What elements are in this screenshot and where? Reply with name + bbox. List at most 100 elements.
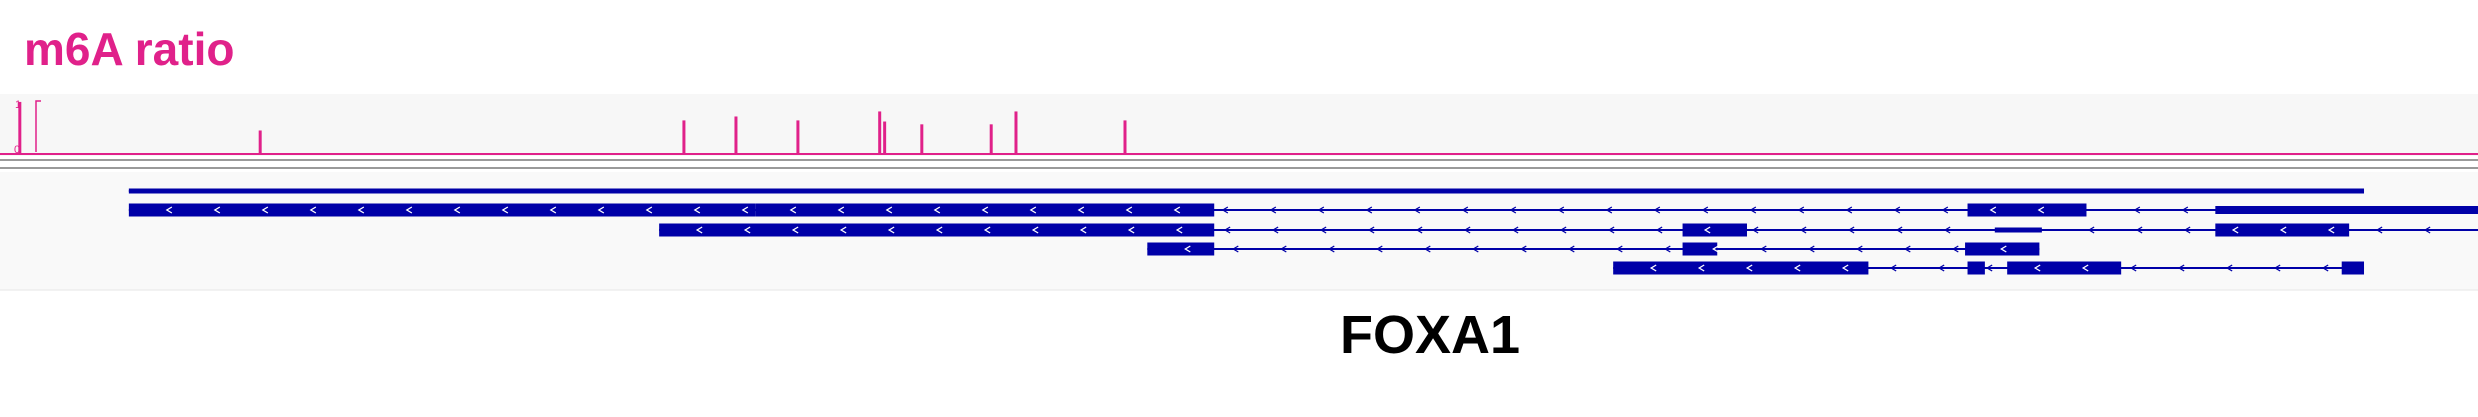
strand-arrow: [1463, 226, 1471, 234]
m6a-peaks: [18, 101, 1127, 154]
strand-arrow: [645, 206, 653, 214]
strand-arrow: [741, 206, 749, 214]
strand-arrow: [1173, 206, 1181, 214]
strand-arrow: [887, 226, 895, 234]
track-title: m6A ratio: [24, 23, 235, 75]
strand-arrow: [839, 226, 847, 234]
strand-arrow: [837, 206, 845, 214]
strand-arrow: [2183, 226, 2191, 234]
strand-arrow: [1664, 245, 1671, 253]
transcript: [128, 188, 2365, 194]
strand-arrow: [791, 226, 799, 234]
strand-arrow: [1424, 245, 1431, 253]
strand-arrow: [2231, 226, 2239, 234]
strand-arrow: [1847, 226, 1855, 234]
strand-arrow: [1376, 245, 1383, 253]
strand-arrow: [1941, 206, 1949, 214]
strand-arrow: [1175, 226, 1183, 234]
strand-arrow: [1943, 226, 1951, 234]
strand-arrow: [2225, 264, 2233, 272]
strand-arrow: [1125, 206, 1133, 214]
strand-arrow: [501, 206, 509, 214]
strand-arrow: [2087, 226, 2095, 234]
strand-arrow: [549, 206, 557, 214]
strand-arrow: [1271, 226, 1279, 234]
scale-max-label: 1: [15, 99, 21, 111]
strand-arrow: [695, 226, 703, 234]
exon: [128, 203, 756, 217]
strand-arrow: [1520, 245, 1527, 253]
strand-arrow: [1937, 264, 1945, 272]
strand-arrow: [2321, 264, 2329, 272]
strand-arrow: [1703, 226, 1711, 234]
strand-arrow: [2135, 226, 2143, 234]
strand-arrow: [357, 206, 365, 214]
strand-arrow: [1223, 226, 1231, 234]
exon: [1682, 223, 1747, 237]
strand-arrow: [1280, 245, 1287, 253]
strand-arrow: [2129, 264, 2137, 272]
exon: [1147, 242, 1215, 256]
strand-arrow: [1845, 206, 1853, 214]
strand-arrow: [1760, 245, 1767, 253]
strand-arrow: [1317, 206, 1325, 214]
strand-arrow: [1077, 206, 1085, 214]
exon: [1613, 261, 1869, 275]
strand-arrow: [261, 206, 269, 214]
exon: [1967, 203, 2087, 217]
strand-arrow: [1697, 264, 1705, 272]
strand-arrow: [2423, 226, 2431, 234]
exon: [755, 203, 1215, 217]
strand-arrow: [2181, 206, 2189, 214]
transcript: [659, 223, 2478, 237]
strand-arrow: [1367, 226, 1375, 234]
transcript: [1613, 261, 2365, 275]
strand-arrow: [1808, 245, 1815, 253]
scale-min-label: 0: [14, 144, 20, 156]
strand-arrow: [1509, 206, 1517, 214]
strand-arrow: [983, 226, 991, 234]
strand-arrow: [1856, 245, 1863, 253]
exon: [2007, 261, 2122, 275]
strand-arrow: [1745, 264, 1753, 272]
strand-arrow: [1841, 264, 1849, 272]
exon: [1967, 261, 1985, 275]
strand-arrow: [1269, 206, 1277, 214]
strand-arrow: [1184, 245, 1191, 253]
strand-arrow: [1568, 245, 1575, 253]
strand-arrow: [1793, 264, 1801, 272]
strand-arrow: [405, 206, 413, 214]
exon: [2341, 261, 2365, 275]
strand-arrow: [1904, 245, 1911, 253]
strand-arrow: [2177, 264, 2185, 272]
strand-arrow: [1655, 226, 1663, 234]
strand-arrow: [1712, 245, 1719, 253]
strand-arrow: [1607, 226, 1615, 234]
strand-arrow: [2081, 264, 2089, 272]
strand-arrow: [1797, 206, 1805, 214]
strand-arrow: [1511, 226, 1519, 234]
strand-arrow: [1557, 206, 1565, 214]
strand-arrow: [789, 206, 797, 214]
strand-arrow: [1365, 206, 1373, 214]
strand-arrow: [693, 206, 701, 214]
strand-arrow: [885, 206, 893, 214]
strand-arrow: [2133, 206, 2141, 214]
strand-arrow: [2000, 245, 2007, 253]
strand-arrow: [1889, 264, 1897, 272]
strand-arrow: [935, 226, 943, 234]
strand-arrow: [1616, 245, 1623, 253]
strand-arrow: [1751, 226, 1759, 234]
transcript: [128, 203, 2478, 217]
exon: [128, 188, 2365, 194]
strand-arrow: [1799, 226, 1807, 234]
strand-arrow: [1029, 206, 1037, 214]
strand-arrow: [453, 206, 461, 214]
strand-arrow: [1893, 206, 1901, 214]
strand-arrow: [1328, 245, 1335, 253]
strand-arrow: [933, 206, 941, 214]
strand-arrow: [1605, 206, 1613, 214]
strand-arrow: [1472, 245, 1479, 253]
strand-arrow: [1559, 226, 1567, 234]
